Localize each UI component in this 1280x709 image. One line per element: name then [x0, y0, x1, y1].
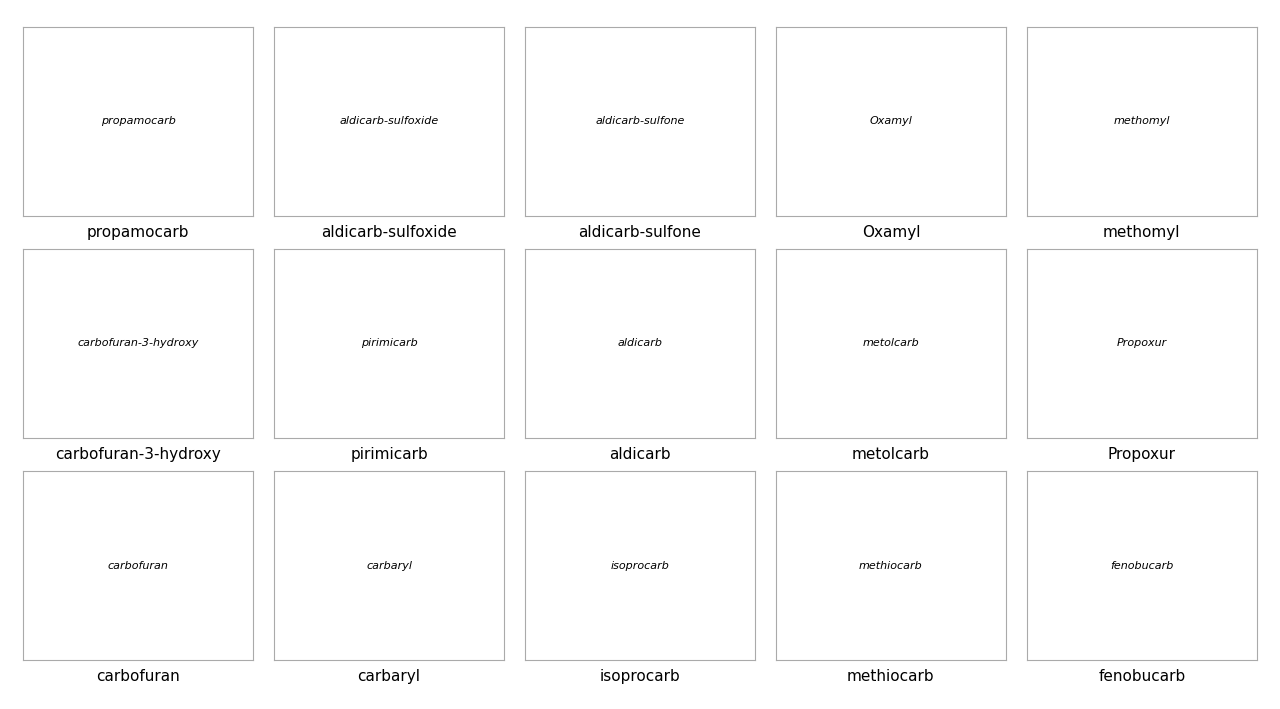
Text: Propoxur: Propoxur	[1116, 338, 1167, 348]
Text: aldicarb: aldicarb	[609, 447, 671, 462]
Text: carbofuran: carbofuran	[96, 669, 180, 684]
Text: fenobucarb: fenobucarb	[1098, 669, 1185, 684]
Text: carbaryl: carbaryl	[357, 669, 421, 684]
Text: pirimicarb: pirimicarb	[361, 338, 417, 348]
Text: methiocarb: methiocarb	[847, 669, 934, 684]
Text: isoprocarb: isoprocarb	[599, 669, 681, 684]
Text: carbaryl: carbaryl	[366, 561, 412, 571]
Text: propamocarb: propamocarb	[87, 225, 189, 240]
Text: Oxamyl: Oxamyl	[861, 225, 920, 240]
Text: methomyl: methomyl	[1114, 116, 1170, 126]
Text: propamocarb: propamocarb	[101, 116, 175, 126]
Text: fenobucarb: fenobucarb	[1110, 561, 1174, 571]
Text: metolcarb: metolcarb	[852, 447, 929, 462]
Text: aldicarb-sulfoxide: aldicarb-sulfoxide	[339, 116, 439, 126]
Text: carbofuran-3-hydroxy: carbofuran-3-hydroxy	[78, 338, 198, 348]
Text: Oxamyl: Oxamyl	[869, 116, 913, 126]
Text: methomyl: methomyl	[1103, 225, 1180, 240]
Text: carbofuran-3-hydroxy: carbofuran-3-hydroxy	[55, 447, 221, 462]
Text: carbofuran: carbofuran	[108, 561, 169, 571]
Text: pirimicarb: pirimicarb	[351, 447, 428, 462]
Text: aldicarb-sulfone: aldicarb-sulfone	[579, 225, 701, 240]
Text: methiocarb: methiocarb	[859, 561, 923, 571]
Text: aldicarb-sulfone: aldicarb-sulfone	[595, 116, 685, 126]
Text: metolcarb: metolcarb	[863, 338, 919, 348]
Text: Propoxur: Propoxur	[1107, 447, 1176, 462]
Text: aldicarb-sulfoxide: aldicarb-sulfoxide	[321, 225, 457, 240]
Text: isoprocarb: isoprocarb	[611, 561, 669, 571]
Text: aldicarb: aldicarb	[617, 338, 663, 348]
